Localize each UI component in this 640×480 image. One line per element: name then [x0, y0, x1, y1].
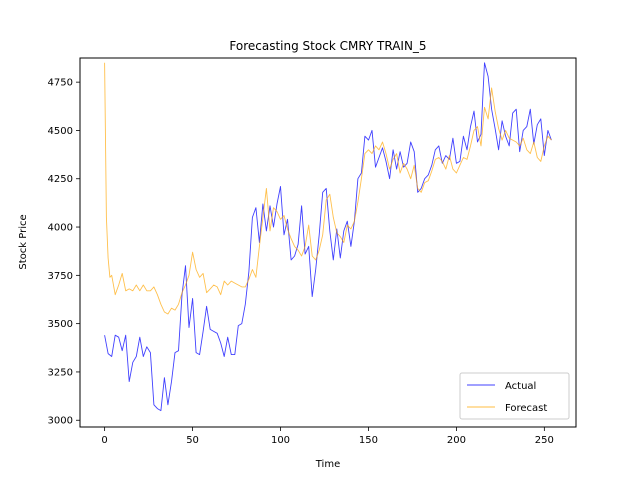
series-line-forecast [104, 62, 552, 315]
y-tick-label: 3500 [48, 319, 73, 330]
series-layer [104, 62, 552, 412]
x-axis-title: Time [315, 459, 340, 470]
chart-title: Forecasting Stock CMRY TRAIN_5 [229, 39, 426, 53]
plot-area-frame [79, 57, 577, 428]
x-axis: 0 50 100 150 200 250 [101, 427, 554, 446]
legend-actual-label: Actual [505, 381, 536, 392]
y-tick-label: 3750 [48, 271, 73, 282]
x-tick-label: 100 [271, 435, 290, 446]
x-tick-label: 200 [447, 435, 466, 446]
legend: Actual Forecast [459, 372, 570, 420]
y-tick-label: 3250 [48, 367, 73, 378]
x-tick-label: 0 [101, 435, 107, 446]
y-axis: 3000 3250 3500 3750 4000 4250 4500 4750 [48, 78, 80, 427]
y-axis-title: Stock Price [18, 214, 29, 269]
y-tick-label: 4500 [48, 126, 73, 137]
x-tick-label: 150 [359, 435, 378, 446]
y-tick-label: 3000 [48, 416, 73, 427]
series-line-actual [104, 62, 552, 412]
x-tick-label: 250 [535, 435, 554, 446]
y-tick-label: 4750 [48, 78, 73, 89]
x-tick-label: 50 [186, 435, 199, 446]
y-tick-label: 4000 [48, 223, 73, 234]
y-tick-label: 4250 [48, 174, 73, 185]
legend-forecast-label: Forecast [505, 403, 547, 414]
